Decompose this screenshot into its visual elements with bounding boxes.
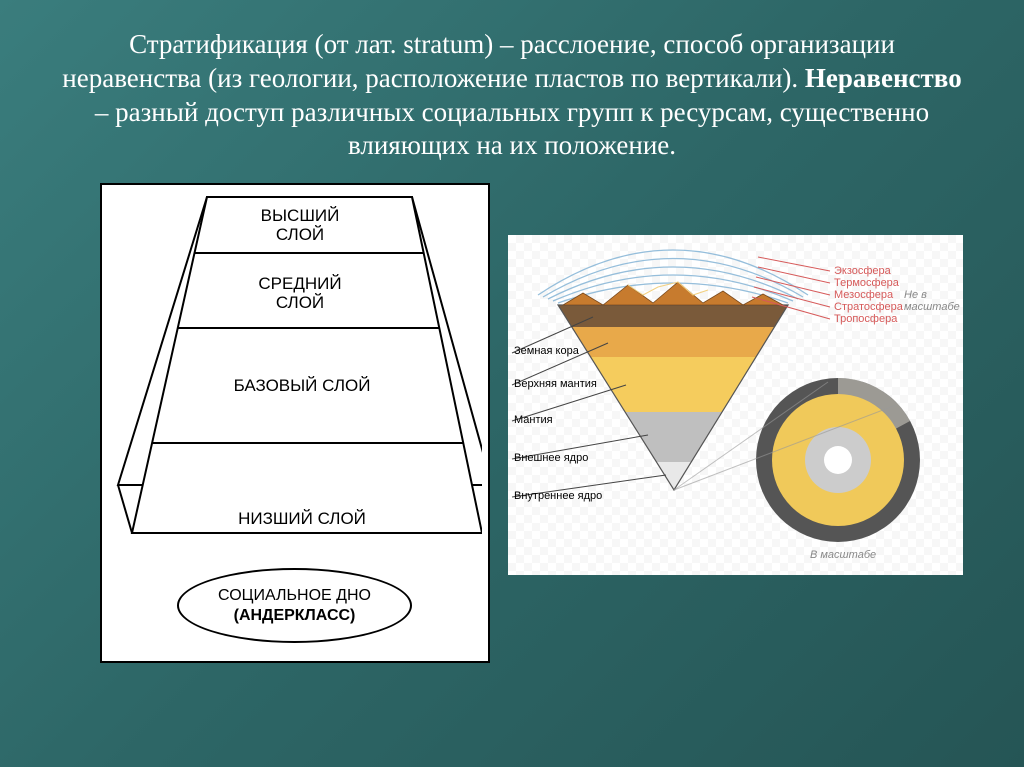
atmo-label-1: Термосфера: [834, 277, 899, 289]
atmo-label-3: Стратосфера: [834, 301, 903, 313]
atmo-label-2: Мезосфера: [834, 289, 893, 301]
content-row: ВЫСШИЙ СЛОЙ СРЕДНИЙ СЛОЙ БАЗОВЫЙ СЛОЙ НИ…: [0, 173, 1024, 693]
layer-label-2: БАЗОВЫЙ СЛОЙ: [222, 377, 382, 396]
atmo-label-0: Экзосфера: [834, 265, 891, 277]
earth-label-4: Внутреннее ядро: [514, 490, 602, 502]
atmo-label-4: Тропосфера: [834, 313, 897, 325]
trapezoid-svg: [112, 193, 482, 543]
layer-label-1: СРЕДНИЙ СЛОЙ: [245, 275, 355, 312]
earth-label-1: Верхняя мантия: [514, 378, 597, 390]
note-bottom: В масштабе: [810, 549, 876, 561]
title-part2: – разный доступ различных социальных гру…: [95, 97, 929, 161]
earth-panel: Экзосфера Термосфера Мезосфера Стратосфе…: [508, 235, 963, 575]
oval-line2: (АНДЕРКЛАСС): [234, 606, 356, 625]
earth-label-2: Мантия: [514, 414, 553, 426]
layer-label-3: НИЗШИЙ СЛОЙ: [222, 510, 382, 529]
oval-line1: СОЦИАЛЬНОЕ ДНО: [218, 586, 371, 605]
title-bold: Неравенство: [805, 63, 962, 93]
layer-label-0: ВЫСШИЙ СЛОЙ: [245, 207, 355, 244]
underclass-oval: СОЦИАЛЬНОЕ ДНО (АНДЕРКЛАСС): [177, 568, 412, 643]
note-top: Не в масштабе: [904, 289, 963, 313]
earth-label-3: Внешнее ядро: [514, 452, 588, 464]
earth-label-0: Земная кора: [514, 345, 579, 357]
title-text: Стратификация (от лат. stratum) – рассло…: [0, 0, 1024, 173]
title-part1: Стратификация (от лат. stratum) – рассло…: [62, 29, 895, 93]
stratification-panel: ВЫСШИЙ СЛОЙ СРЕДНИЙ СЛОЙ БАЗОВЫЙ СЛОЙ НИ…: [100, 183, 490, 663]
